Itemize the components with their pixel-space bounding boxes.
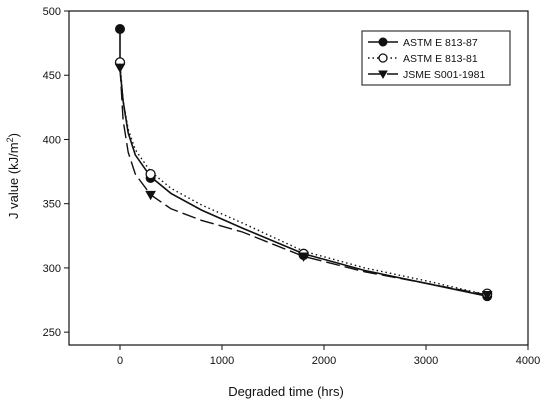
y-axis-label-sup: 2 xyxy=(5,137,15,142)
plot-area xyxy=(114,23,493,302)
point-2-3 xyxy=(481,291,493,301)
series-markers-2 xyxy=(114,63,493,301)
point-1-1 xyxy=(145,168,156,180)
legend-label-1: ASTM E 813-81 xyxy=(403,53,478,65)
legend-marker-1 xyxy=(378,53,388,63)
series-0 xyxy=(119,29,488,297)
x-axis-label: Degraded time (hrs) xyxy=(228,384,344,399)
series-line-2 xyxy=(119,67,488,296)
series-2 xyxy=(119,67,488,296)
legend-label-0: ASTM E 813-87 xyxy=(403,37,478,49)
x-tick-label-1: 1000 xyxy=(210,355,234,367)
y-tick-label-4: 450 xyxy=(43,70,61,82)
y-tick-label-5: 500 xyxy=(43,6,61,18)
legend: ASTM E 813-87 ASTM E 813-81 JSME S001-1981 xyxy=(361,30,511,86)
legend-marker-0 xyxy=(378,37,388,47)
plot-frame xyxy=(68,10,529,346)
y-tick-label-1: 300 xyxy=(43,263,61,275)
point-2-2 xyxy=(298,252,309,262)
x-tick-label-4: 4000 xyxy=(516,355,540,367)
series-line-0 xyxy=(119,29,488,297)
y-tick-label-2: 350 xyxy=(43,199,61,211)
y-axis-label-prefix: J value (kJ/m xyxy=(6,142,21,219)
y-axis-label-suffix: ) xyxy=(6,133,21,137)
point-0-0 xyxy=(115,23,125,34)
series-markers-1 xyxy=(114,57,493,299)
x-tick-label-2: 2000 xyxy=(312,355,336,367)
point-2-1 xyxy=(145,190,156,201)
y-axis-label: J value (kJ/m2) xyxy=(5,133,21,219)
legend-label-2: JSME S001-1981 xyxy=(403,69,485,81)
x-tick-label-0: 0 xyxy=(117,355,123,367)
axes: 0 1000 2000 3000 4000 250 300 350 400 450 500 xyxy=(43,6,541,367)
x-tick-label-3: 3000 xyxy=(414,355,438,367)
y-tick-label-0: 250 xyxy=(43,327,61,339)
point-2-0 xyxy=(114,63,126,74)
legend-marker-2 xyxy=(378,70,388,80)
y-tick-label-3: 400 xyxy=(43,134,61,146)
